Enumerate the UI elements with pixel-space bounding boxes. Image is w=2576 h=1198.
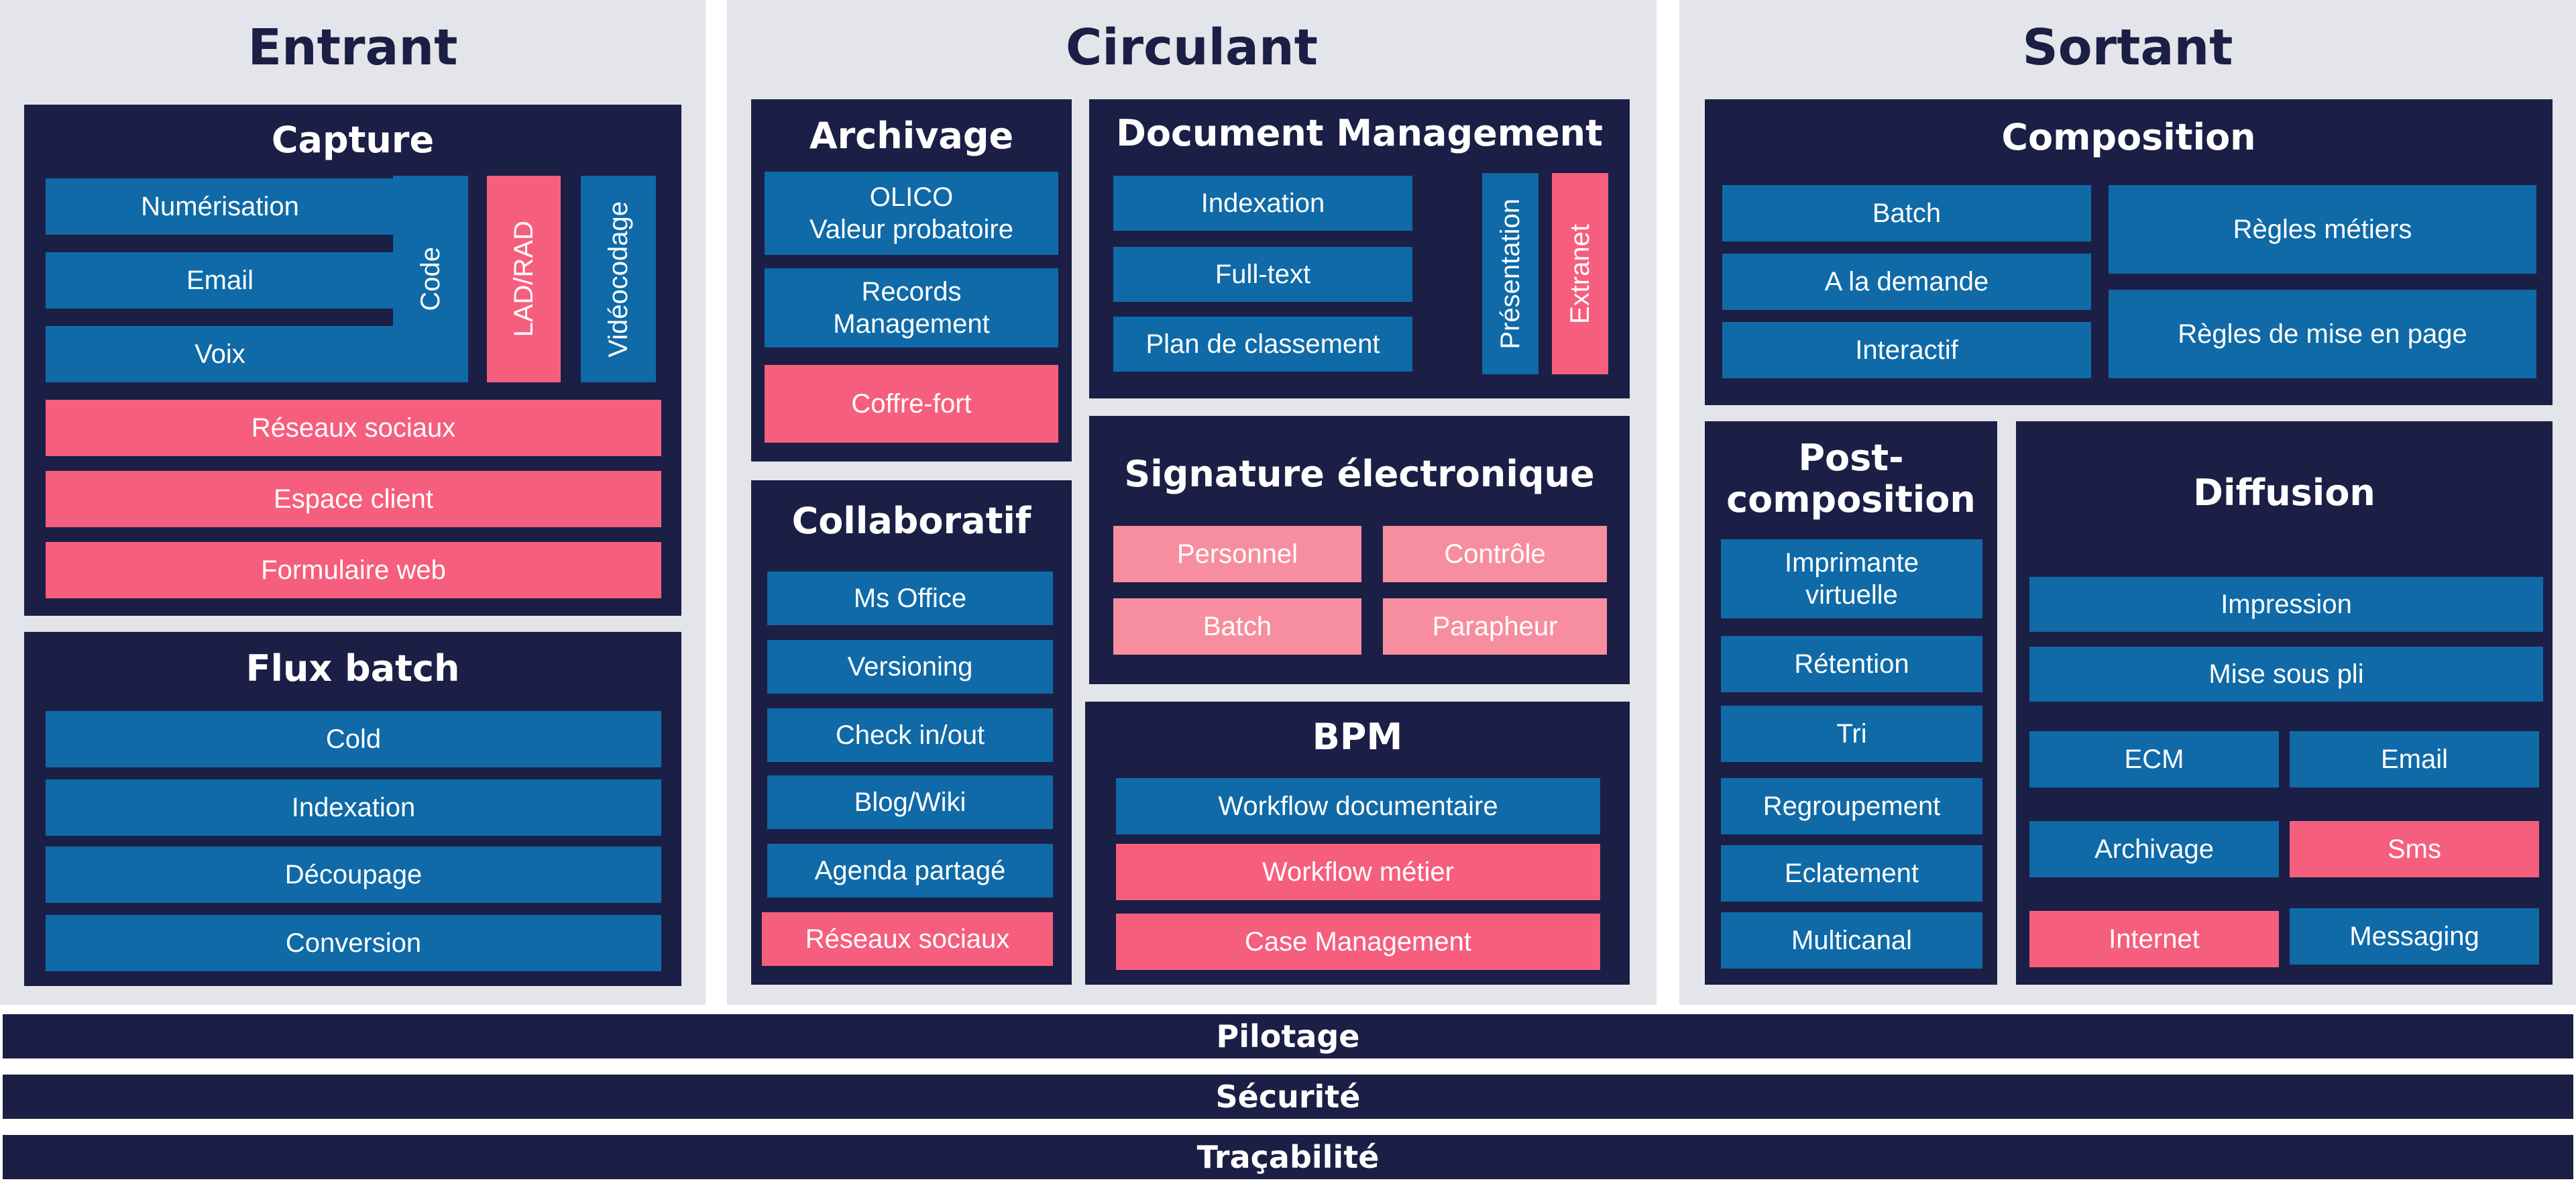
- panel-post-composition: Post- composition Imprimante virtuelle R…: [1705, 421, 1997, 985]
- box-decoupage: Découpage: [46, 847, 661, 903]
- box-messaging: Messaging: [2290, 908, 2539, 965]
- box-videocodage: Vidéocodage: [581, 176, 656, 382]
- panel-title-document-management: Document Management: [1116, 112, 1603, 154]
- box-olico: OLICO Valeur probatoire: [765, 172, 1058, 255]
- box-conversion: Conversion: [46, 915, 661, 971]
- column-title-sortant: Sortant: [2022, 19, 2233, 76]
- box-check-in-out: Check in/out: [767, 708, 1053, 762]
- box-extranet: Extranet: [1552, 173, 1608, 374]
- panel-collaboratif: Collaboratif Ms Office Versioning Check …: [751, 480, 1072, 985]
- box-case-management: Case Management: [1116, 914, 1600, 970]
- box-indexation-dm: Indexation: [1113, 176, 1412, 231]
- box-workflow-documentaire: Workflow documentaire: [1116, 778, 1600, 834]
- box-multicanal: Multicanal: [1721, 912, 1982, 969]
- box-impression: Impression: [2029, 577, 2543, 632]
- box-email-diffusion: Email: [2290, 731, 2539, 787]
- bar-securite: Sécurité: [3, 1075, 2573, 1119]
- box-voix: Voix: [46, 326, 394, 382]
- label-olico: OLICO: [869, 182, 954, 212]
- box-archivage-diffusion: Archivage: [2029, 821, 2279, 877]
- box-interactif: Interactif: [1722, 322, 2091, 378]
- label-valeur-probatoire: Valeur probatoire: [809, 215, 1013, 244]
- box-eclatement: Eclatement: [1721, 845, 1982, 902]
- label-presentation: Présentation: [1496, 198, 1525, 349]
- label-imprimante: Imprimante: [1784, 548, 1919, 578]
- label-management: Management: [833, 309, 990, 339]
- box-indexation: Indexation: [46, 779, 661, 836]
- box-code: Code: [393, 176, 468, 382]
- panel-composition: Composition Batch A la demande Interacti…: [1705, 99, 2553, 405]
- panel-title-collaboratif: Collaboratif: [791, 500, 1031, 542]
- box-lad-rad: LAD/RAD: [487, 176, 561, 382]
- box-records-management: Records Management: [765, 268, 1058, 347]
- panel-archivage: Archivage OLICO Valeur probatoire Record…: [751, 99, 1072, 461]
- label-code: Code: [416, 247, 445, 311]
- label-extranet: Extranet: [1565, 223, 1595, 324]
- box-blog-wiki: Blog/Wiki: [767, 775, 1053, 829]
- box-plan-de-classement: Plan de classement: [1113, 317, 1412, 372]
- box-espace-client: Espace client: [46, 471, 661, 527]
- box-personnel: Personnel: [1113, 526, 1361, 582]
- box-coffre-fort: Coffre-fort: [765, 365, 1058, 443]
- bar-pilotage: Pilotage: [3, 1014, 2573, 1058]
- box-numerisation: Numérisation: [46, 178, 394, 235]
- label-records: Records: [861, 277, 962, 307]
- box-versioning: Versioning: [767, 640, 1053, 694]
- box-tri: Tri: [1721, 706, 1982, 762]
- panel-title-post-composition: Post- composition: [1705, 437, 1997, 521]
- box-parapheur: Parapheur: [1383, 598, 1607, 655]
- box-cold: Cold: [46, 711, 661, 767]
- column-title-circulant: Circulant: [1065, 19, 1319, 76]
- panel-title-signature: Signature électronique: [1124, 453, 1595, 495]
- box-a-la-demande: A la demande: [1722, 254, 2091, 310]
- panel-title-diffusion: Diffusion: [2193, 472, 2375, 514]
- box-regles-metiers: Règles métiers: [2109, 185, 2536, 274]
- box-agenda-partage: Agenda partagé: [767, 844, 1053, 897]
- box-batch-composition: Batch: [1722, 185, 2091, 241]
- label-virtuelle: virtuelle: [1805, 580, 1898, 610]
- column-title-entrant: Entrant: [247, 19, 458, 76]
- box-mise-sous-pli: Mise sous pli: [2029, 647, 2543, 702]
- box-regles-mise-en-page: Règles de mise en page: [2109, 290, 2536, 378]
- panel-document-management: Document Management Indexation Full-text…: [1089, 99, 1630, 398]
- box-controle: Contrôle: [1383, 526, 1607, 582]
- bar-tracabilite: Traçabilité: [3, 1135, 2573, 1179]
- panel-title-bpm: BPM: [1312, 716, 1403, 758]
- box-batch-signature: Batch: [1113, 598, 1361, 655]
- box-retention: Rétention: [1721, 636, 1982, 692]
- box-workflow-metier: Workflow métier: [1116, 844, 1600, 900]
- label-videocodage: Vidéocodage: [604, 201, 633, 358]
- box-ecm: ECM: [2029, 731, 2279, 787]
- box-reseaux-sociaux-collab: Réseaux sociaux: [762, 912, 1053, 966]
- box-internet: Internet: [2029, 911, 2279, 967]
- panel-diffusion: Diffusion Impression Mise sous pli ECM E…: [2016, 421, 2553, 985]
- panel-title-capture: Capture: [271, 119, 435, 161]
- label-lad-rad: LAD/RAD: [509, 221, 539, 337]
- panel-bpm: BPM Workflow documentaire Workflow métie…: [1085, 702, 1630, 985]
- panel-signature-electronique: Signature électronique Personnel Contrôl…: [1089, 416, 1630, 684]
- box-sms: Sms: [2290, 821, 2539, 877]
- box-reseaux-sociaux: Réseaux sociaux: [46, 400, 661, 456]
- panel-title-composition: Composition: [2001, 116, 2256, 158]
- box-regroupement: Regroupement: [1721, 778, 1982, 834]
- label-post: Post-: [1798, 437, 1904, 479]
- label-composition: composition: [1726, 478, 1976, 521]
- box-ms-office: Ms Office: [767, 571, 1053, 625]
- panel-capture: Capture Numérisation Email Voix Code LAD…: [24, 105, 681, 616]
- box-formulaire-web: Formulaire web: [46, 542, 661, 598]
- panel-title-flux-batch: Flux batch: [245, 647, 460, 690]
- box-imprimante-virtuelle: Imprimante virtuelle: [1721, 539, 1982, 618]
- box-email: Email: [46, 252, 394, 309]
- box-full-text: Full-text: [1113, 247, 1412, 302]
- panel-title-archivage: Archivage: [809, 115, 1014, 157]
- panel-flux-batch: Flux batch Cold Indexation Découpage Con…: [24, 632, 681, 986]
- box-presentation: Présentation: [1482, 173, 1538, 374]
